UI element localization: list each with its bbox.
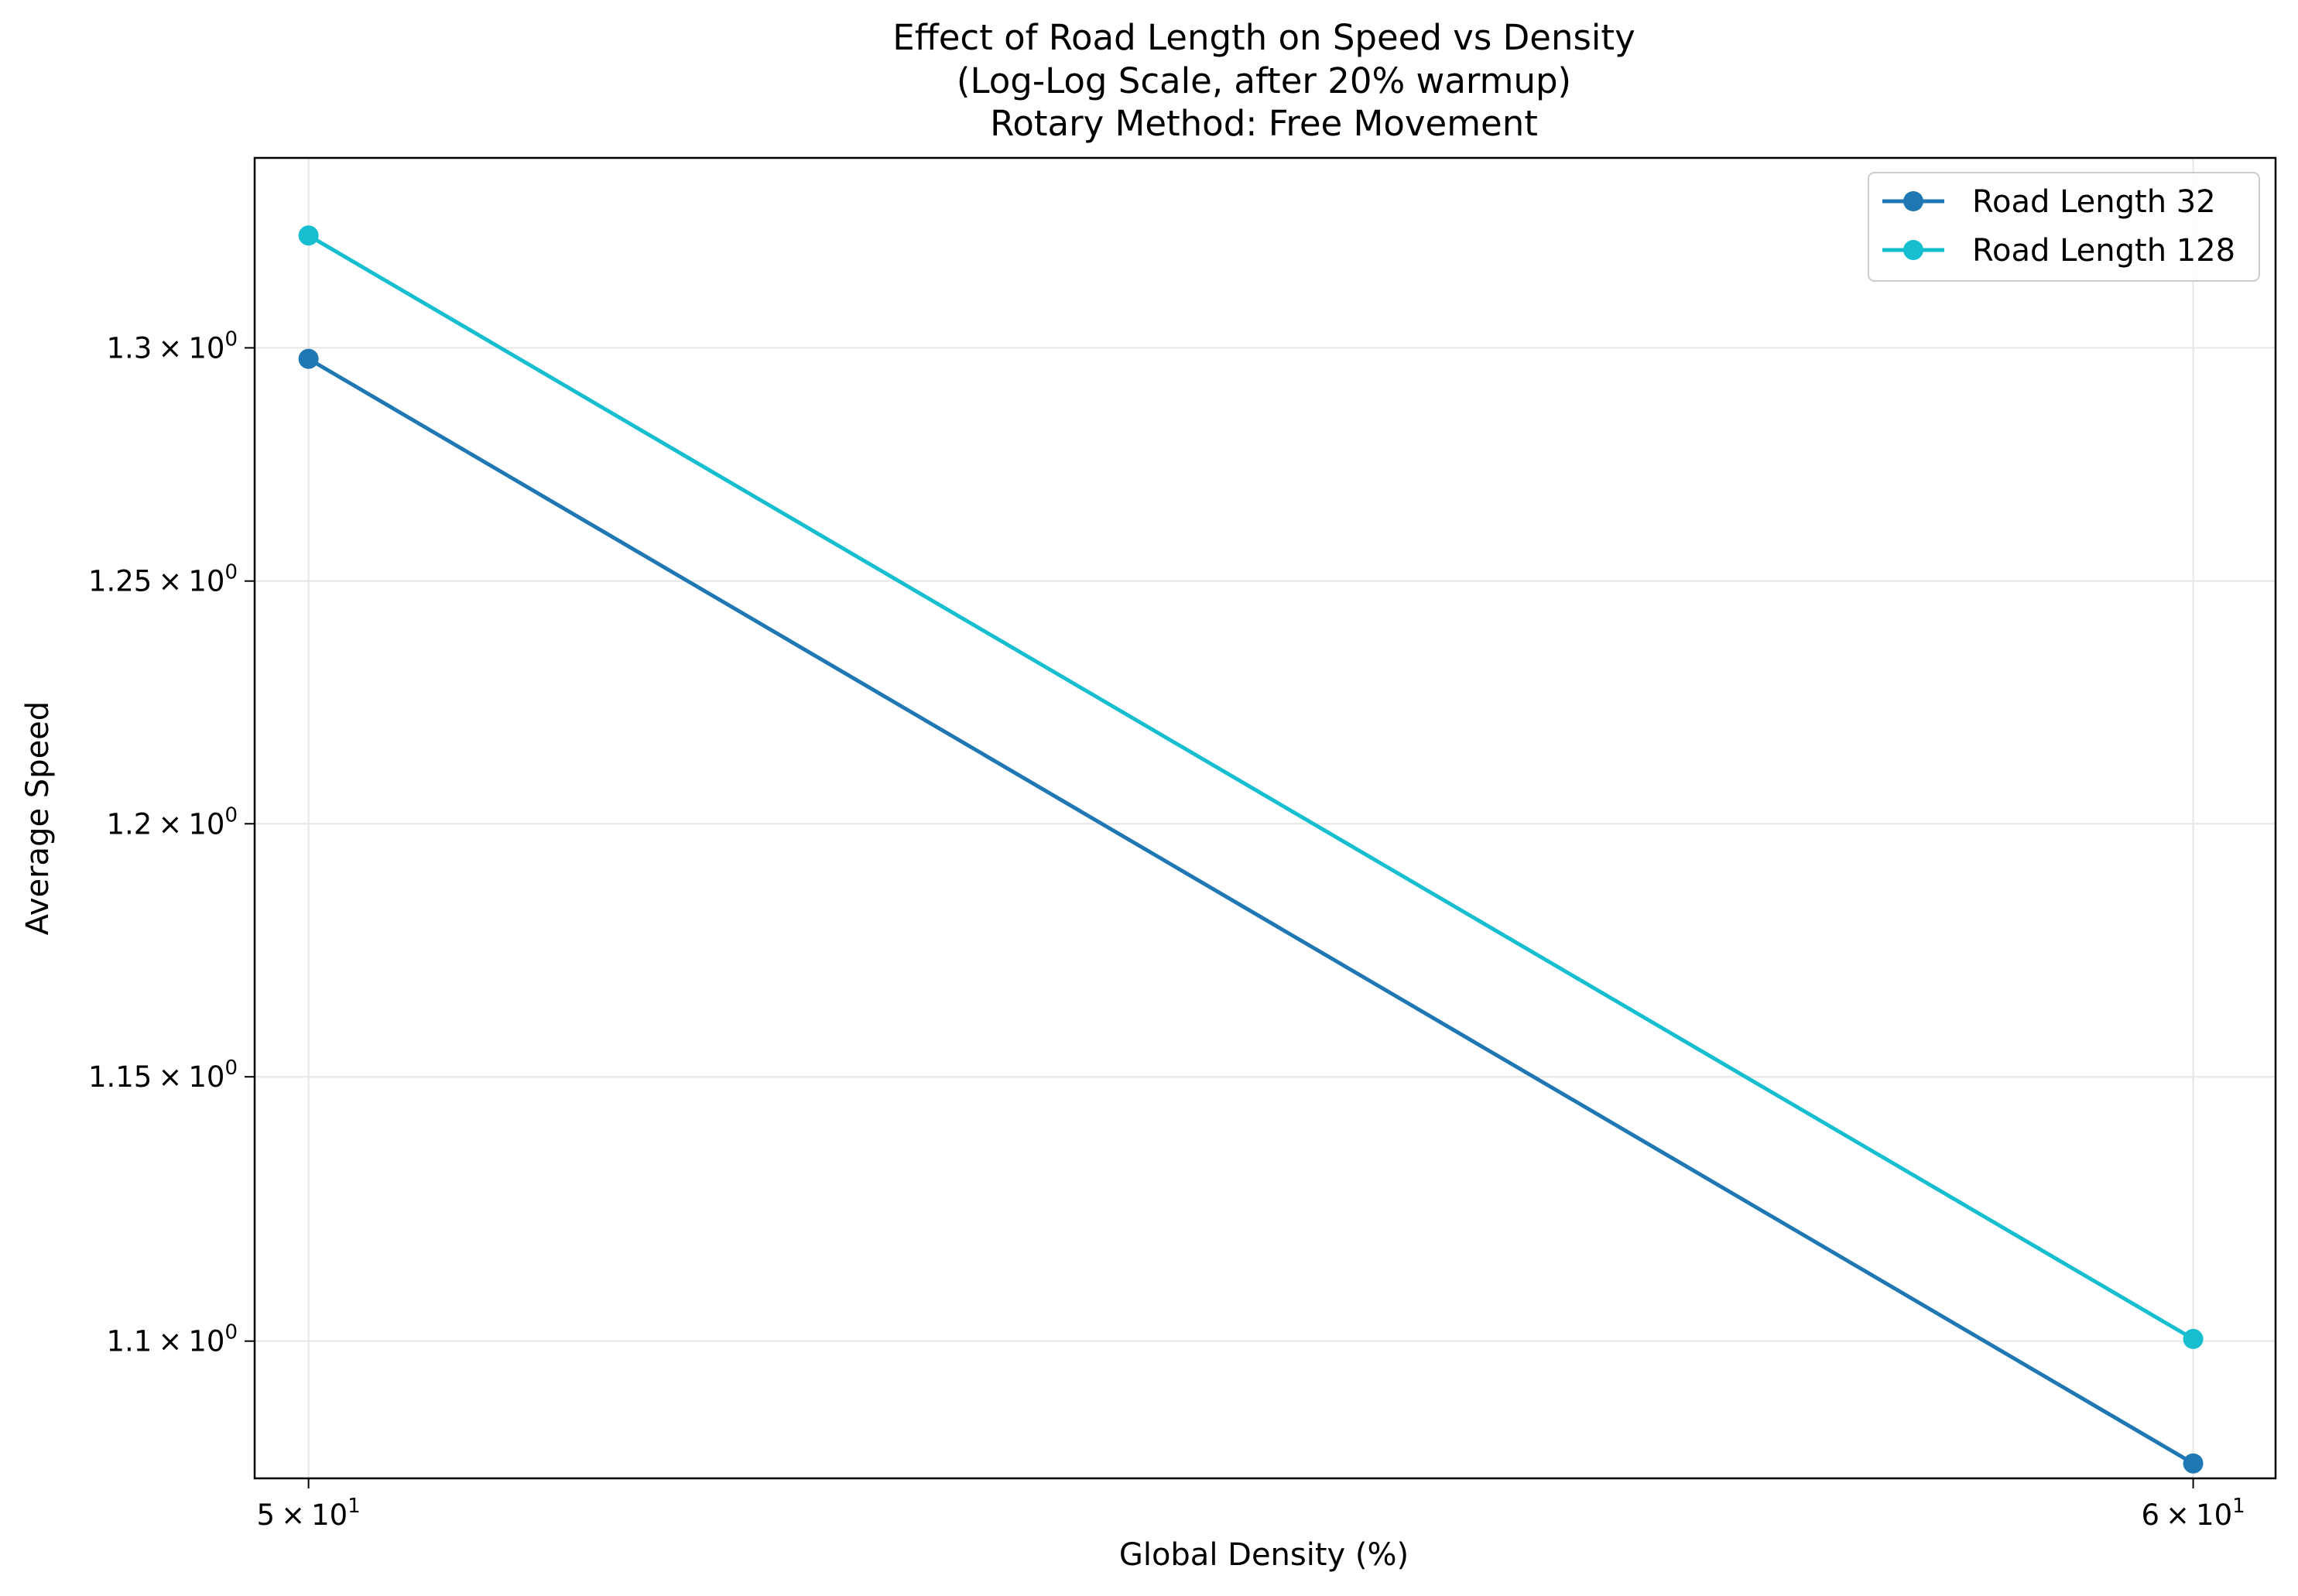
y-axis: 1.1 × 100 1.15 × 100 1.2 × 100 1.25 × 100 1.3 × 100: [88, 327, 255, 1358]
plot-frame: [253, 156, 2277, 1480]
y-tick-label-3: 1.25 × 100: [88, 561, 238, 598]
series-2: [298, 225, 2204, 1349]
y-tick-label-1: 1.15 × 100: [88, 1057, 238, 1094]
series-layer: [298, 225, 2204, 1474]
data-point: [2183, 1453, 2204, 1474]
chart-title-line-2: (Log-Log Scale, after 20% warmup): [957, 60, 1571, 101]
legend-frame: [1868, 172, 2260, 282]
legend-label: Road Length 128: [1972, 233, 2235, 269]
data-point: [298, 348, 319, 369]
chart-title-line-3: Rotary Method: Free Movement: [990, 103, 1538, 144]
legend-swatch-marker: [1903, 240, 1923, 260]
legend-item-1: Road Length 32: [1882, 184, 2216, 220]
gridlines: [255, 158, 2276, 1478]
data-point: [2183, 1328, 2204, 1349]
series-1: [298, 348, 2204, 1474]
x-tick-label-0: 5 × 101: [257, 1495, 361, 1532]
y-axis-label: Average Speed: [20, 701, 56, 935]
data-point: [298, 225, 319, 246]
legend-item-2: Road Length 128: [1882, 233, 2235, 269]
x-axis-label: Global Density (%): [1119, 1537, 1409, 1573]
legend-label: Road Length 32: [1972, 184, 2216, 220]
legend-swatch-marker: [1903, 191, 1923, 211]
y-tick-label-2: 1.2 × 100: [107, 803, 238, 841]
chart-title: Effect of Road Length on Speed vs Densit…: [892, 17, 1635, 144]
series-line: [307, 357, 2194, 1465]
x-tick-label-1: 6 × 101: [2141, 1495, 2245, 1532]
x-axis: 5 × 101 6 × 101: [257, 1478, 2245, 1532]
y-tick-label-4: 1.3 × 100: [107, 327, 238, 365]
y-tick-label-0: 1.1 × 100: [107, 1321, 238, 1358]
series-line: [307, 234, 2194, 1341]
chart-title-line-1: Effect of Road Length on Speed vs Densit…: [892, 17, 1635, 58]
legend: Road Length 32 Road Length 128: [1868, 172, 2260, 282]
